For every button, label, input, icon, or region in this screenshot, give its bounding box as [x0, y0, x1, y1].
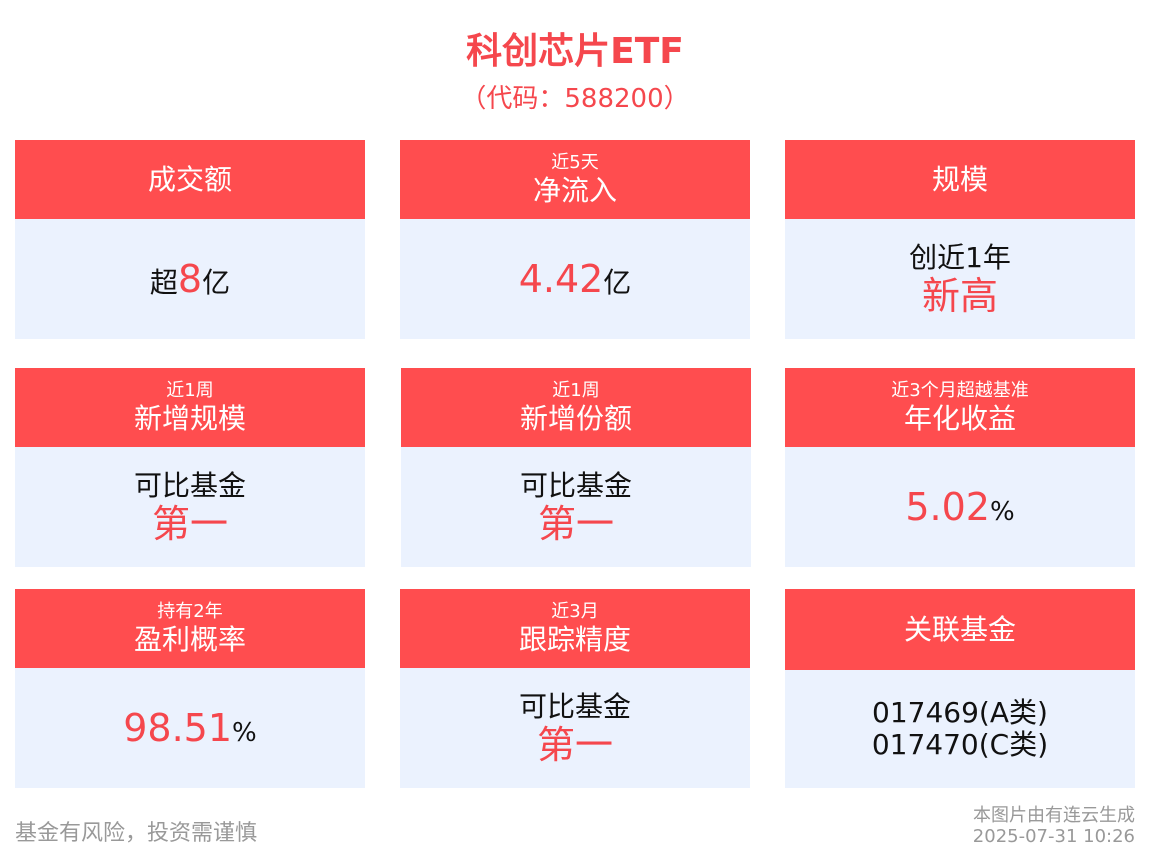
card-sublabel: 持有2年: [157, 600, 223, 622]
footer-source: 本图片由有连云生成 2025-07-31 10:26: [973, 805, 1135, 847]
value-unit: 亿: [603, 266, 632, 299]
value-unit: %: [989, 496, 1015, 527]
card-profit-probability: 持有2年 盈利概率 98.51%: [15, 589, 365, 788]
card-related-funds: 关联基金 017469(A类) 017470(C类): [785, 589, 1135, 788]
value-unit: %: [232, 717, 257, 748]
value: 8: [177, 257, 203, 301]
card-body: 98.51%: [15, 668, 365, 788]
card-sublabel: 近3月: [551, 600, 599, 622]
card-tracking-accuracy: 近3月 跟踪精度 可比基金 第一: [400, 589, 750, 788]
card-new-shares: 近1周 新增份额 可比基金 第一: [401, 368, 751, 567]
card-body: 5.02%: [785, 447, 1135, 567]
card-label: 关联基金: [903, 612, 1016, 646]
card-turnover: 成交额 超8亿: [15, 140, 365, 339]
card-header: 近1周 新增份额: [401, 368, 751, 447]
card-sublabel: 近1周: [166, 379, 214, 401]
card-label: 新增规模: [133, 401, 246, 435]
card-body: 4.42亿: [400, 219, 750, 339]
value-line2: 新高: [921, 274, 998, 318]
page-title: 科创芯片ETF: [466, 31, 684, 72]
value: 4.42: [518, 257, 604, 301]
card-header: 近3月 跟踪精度: [400, 589, 750, 668]
card-label: 规模: [931, 162, 988, 196]
timestamp: 2025-07-31 10:26: [972, 826, 1135, 847]
value-line2: 第一: [537, 502, 614, 546]
source-text: 本图片由有连云生成: [973, 805, 1135, 826]
value-line1: 可比基金: [518, 690, 631, 723]
card-label: 成交额: [147, 162, 232, 196]
card-label: 新增份额: [519, 401, 632, 435]
card-sublabel: 近1周: [552, 379, 600, 401]
value-unit: 亿: [202, 266, 231, 299]
card-body: 可比基金 第一: [400, 668, 750, 788]
card-body: 超8亿: [15, 219, 365, 339]
card-body: 可比基金 第一: [401, 447, 751, 567]
risk-disclaimer: 基金有风险，投资需谨慎: [15, 821, 258, 846]
value-prefix: 超: [149, 266, 178, 299]
value: 5.02: [905, 484, 990, 529]
card-header: 关联基金: [785, 589, 1135, 670]
card-body: 可比基金 第一: [15, 447, 365, 567]
fund-code: （代码：588200）: [460, 84, 690, 114]
value-line1: 创近1年: [909, 241, 1011, 274]
card-annual-return: 近3个月超越基准 年化收益 5.02%: [785, 368, 1135, 567]
card-label: 跟踪精度: [518, 622, 631, 656]
card-label: 盈利概率: [133, 622, 246, 656]
card-header: 成交额: [15, 140, 365, 219]
fund-a-code: 017469(A类): [872, 696, 1048, 729]
card-header: 近5天 净流入: [400, 140, 750, 219]
value: 98.51: [123, 705, 233, 750]
card-label: 净流入: [532, 173, 617, 207]
card-new-scale: 近1周 新增规模 可比基金 第一: [15, 368, 365, 567]
value-line1: 可比基金: [133, 469, 246, 502]
value-line1: 可比基金: [519, 469, 632, 502]
card-header: 近3个月超越基准 年化收益: [785, 368, 1135, 447]
card-sublabel: 近3个月超越基准: [891, 379, 1029, 401]
value-line2: 第一: [536, 723, 613, 767]
card-body: 创近1年 新高: [785, 219, 1135, 339]
fund-c-code: 017470(C类): [871, 728, 1049, 761]
card-header: 近1周 新增规模: [15, 368, 365, 447]
card-scale: 规模 创近1年 新高: [785, 140, 1135, 339]
value-line2: 第一: [151, 502, 228, 546]
card-header: 持有2年 盈利概率: [15, 589, 365, 668]
card-net-inflow: 近5天 净流入 4.42亿: [400, 140, 750, 339]
card-body: 017469(A类) 017470(C类): [785, 670, 1135, 788]
card-header: 规模: [785, 140, 1135, 219]
card-label: 年化收益: [903, 401, 1016, 435]
card-sublabel: 近5天: [551, 151, 599, 173]
